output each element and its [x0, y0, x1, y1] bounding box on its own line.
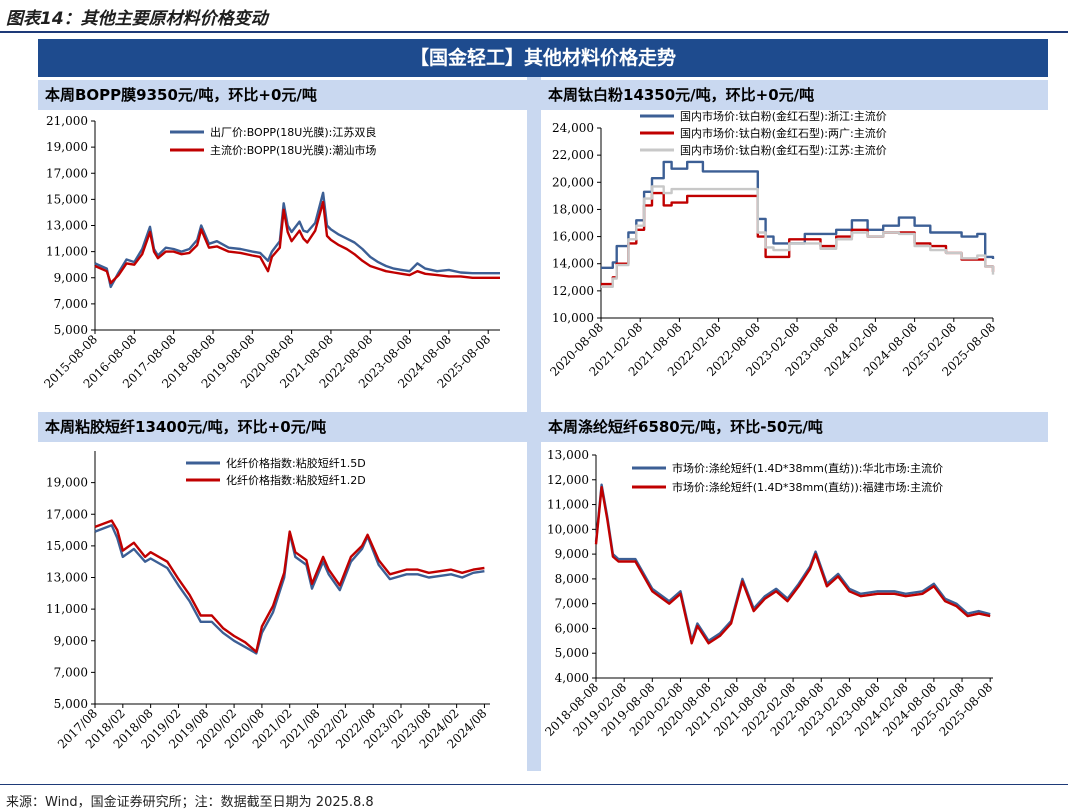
legend-label-3: 国内市场价:钛白粉(金红石型):江苏:主流价 — [680, 143, 887, 157]
y-tick-label: 16,000 — [552, 230, 594, 244]
series-line-2 — [94, 200, 500, 285]
y-tick-label: 24,000 — [552, 121, 594, 135]
y-tick-label: 5,000 — [54, 697, 88, 711]
y-tick-label: 17,000 — [46, 166, 88, 180]
y-tick-label: 5,000 — [555, 646, 589, 660]
y-tick-label: 8,000 — [555, 572, 589, 586]
series-line-1 — [594, 483, 991, 642]
panel-header-titanium: 本周钛白粉14350元/吨，环比+0元/吨 — [541, 80, 1048, 110]
y-tick-label: 13,000 — [46, 571, 88, 585]
legend-label-2: 主流价:BOPP(18U光膜):潮汕市场 — [210, 143, 376, 157]
y-tick-label: 9,000 — [555, 547, 589, 561]
bottom-rule — [0, 784, 1068, 785]
banner-title: 【国金轻工】其他材料价格走势 — [38, 39, 1048, 77]
y-tick-label: 7,000 — [54, 665, 88, 679]
source-note: 来源：Wind，国金证券研究所；注：数据截至日期为 2025.8.8 — [6, 795, 374, 810]
y-tick-label: 11,000 — [46, 602, 88, 616]
panel-separator — [527, 77, 541, 771]
y-tick-label: 21,000 — [46, 114, 88, 128]
series-line-2 — [94, 519, 485, 653]
legend-label-1: 市场价:涤纶短纤(1.4D*38mm(直纺)):华北市场:主流价 — [672, 461, 943, 475]
figure-title: 图表14：其他主要原材料价格变动 — [6, 9, 268, 29]
series-line-2 — [601, 191, 995, 286]
legend-label-1: 国内市场价:钛白粉(金红石型):浙江:主流价 — [680, 109, 887, 123]
legend-label-1: 出厂价:BOPP(18U光膜):江苏双良 — [210, 125, 376, 139]
y-tick-label: 18,000 — [552, 202, 594, 216]
legend-label-2: 化纤价格指数:粘胶短纤1.2D — [226, 473, 366, 487]
y-tick-label: 14,000 — [552, 257, 594, 271]
y-tick-label: 5,000 — [54, 323, 88, 337]
y-tick-label: 17,000 — [46, 507, 88, 521]
y-tick-label: 13,000 — [46, 219, 88, 233]
y-tick-label: 13,000 — [547, 448, 589, 462]
y-tick-label: 9,000 — [54, 634, 88, 648]
y-tick-label: 10,000 — [552, 311, 594, 325]
y-tick-label: 6,000 — [555, 621, 589, 635]
series-line-2 — [594, 486, 991, 645]
series-line-3 — [601, 185, 995, 288]
y-tick-label: 20,000 — [552, 175, 594, 189]
legend-label-2: 国内市场价:钛白粉(金红石型):两广:主流价 — [680, 126, 887, 140]
y-tick-label: 11,000 — [547, 498, 589, 512]
panel-header-bopp: 本周BOPP膜9350元/吨，环比+0元/吨 — [38, 80, 527, 110]
y-tick-label: 7,000 — [555, 597, 589, 611]
y-tick-label: 7,000 — [54, 297, 88, 311]
y-tick-label: 12,000 — [547, 473, 589, 487]
y-tick-label: 19,000 — [46, 476, 88, 490]
y-tick-label: 22,000 — [552, 148, 594, 162]
legend-label-2: 市场价:涤纶短纤(1.4D*38mm(直纺)):福建市场:主流价 — [672, 480, 943, 494]
y-tick-label: 15,000 — [46, 192, 88, 206]
y-tick-label: 19,000 — [46, 140, 88, 154]
panel-header-viscose: 本周粘胶短纤13400元/吨，环比+0元/吨 — [38, 412, 527, 442]
y-tick-label: 15,000 — [46, 539, 88, 553]
legend-label-1: 化纤价格指数:粘胶短纤1.5D — [226, 456, 366, 470]
y-tick-label: 10,000 — [547, 522, 589, 536]
top-rule — [0, 31, 1068, 33]
y-tick-label: 9,000 — [54, 271, 88, 285]
y-tick-label: 4,000 — [555, 671, 589, 685]
panel-header-polyester: 本周涤纶短纤6580元/吨，环比-50元/吨 — [541, 412, 1048, 442]
y-tick-label: 12,000 — [552, 284, 594, 298]
y-tick-label: 11,000 — [46, 245, 88, 259]
